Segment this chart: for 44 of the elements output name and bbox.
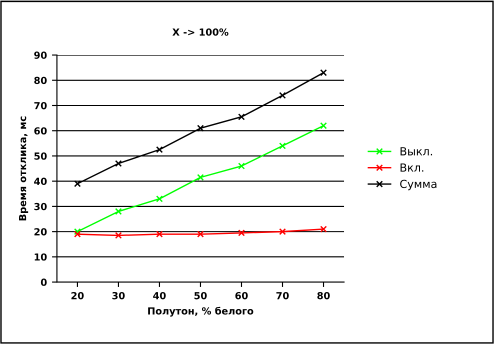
point [320,226,327,233]
point [238,229,245,236]
point [279,228,286,236]
x-tick-label: 30 [112,292,125,300]
chart-title: X -> 100% [172,28,228,36]
y-tick-label: 50 [34,152,47,160]
point [279,142,286,150]
point [320,122,327,130]
y-axis-title: Время отклика, мс [19,116,28,220]
legend-label: Сумма [400,180,436,190]
legend-label: Вкл. [400,164,424,172]
x-tick-label: 60 [235,292,248,300]
point [114,232,122,239]
x-axis-title: Полутон, % белого [148,306,254,317]
point [320,69,327,76]
y-tick-label: 30 [34,202,47,210]
point [279,92,286,99]
x-tick-label: 70 [276,292,289,300]
y-tick-label: 40 [34,178,47,186]
point [114,208,122,215]
y-tick-label: 60 [34,127,47,135]
point [114,160,122,167]
legend-label: Выкл. [400,147,432,156]
y-tick-label: 80 [34,76,47,84]
x-tick-label: 80 [317,292,330,300]
y-tick-label: 70 [34,102,47,110]
point [238,113,245,120]
point [156,146,163,154]
y-tick-label: 0 [40,278,47,286]
x-tick-label: 40 [153,292,166,300]
x-tick-label: 50 [194,292,207,300]
point [197,230,204,238]
point [197,174,204,181]
point [74,230,81,238]
point [238,162,245,170]
y-tick-label: 90 [34,52,47,59]
point [156,195,163,202]
y-tick-label: 20 [34,228,47,236]
x-tick-label: 20 [71,292,84,300]
point [156,230,163,238]
point [74,228,81,236]
point [74,180,81,188]
point [197,124,204,132]
y-tick-label: 10 [34,253,47,261]
